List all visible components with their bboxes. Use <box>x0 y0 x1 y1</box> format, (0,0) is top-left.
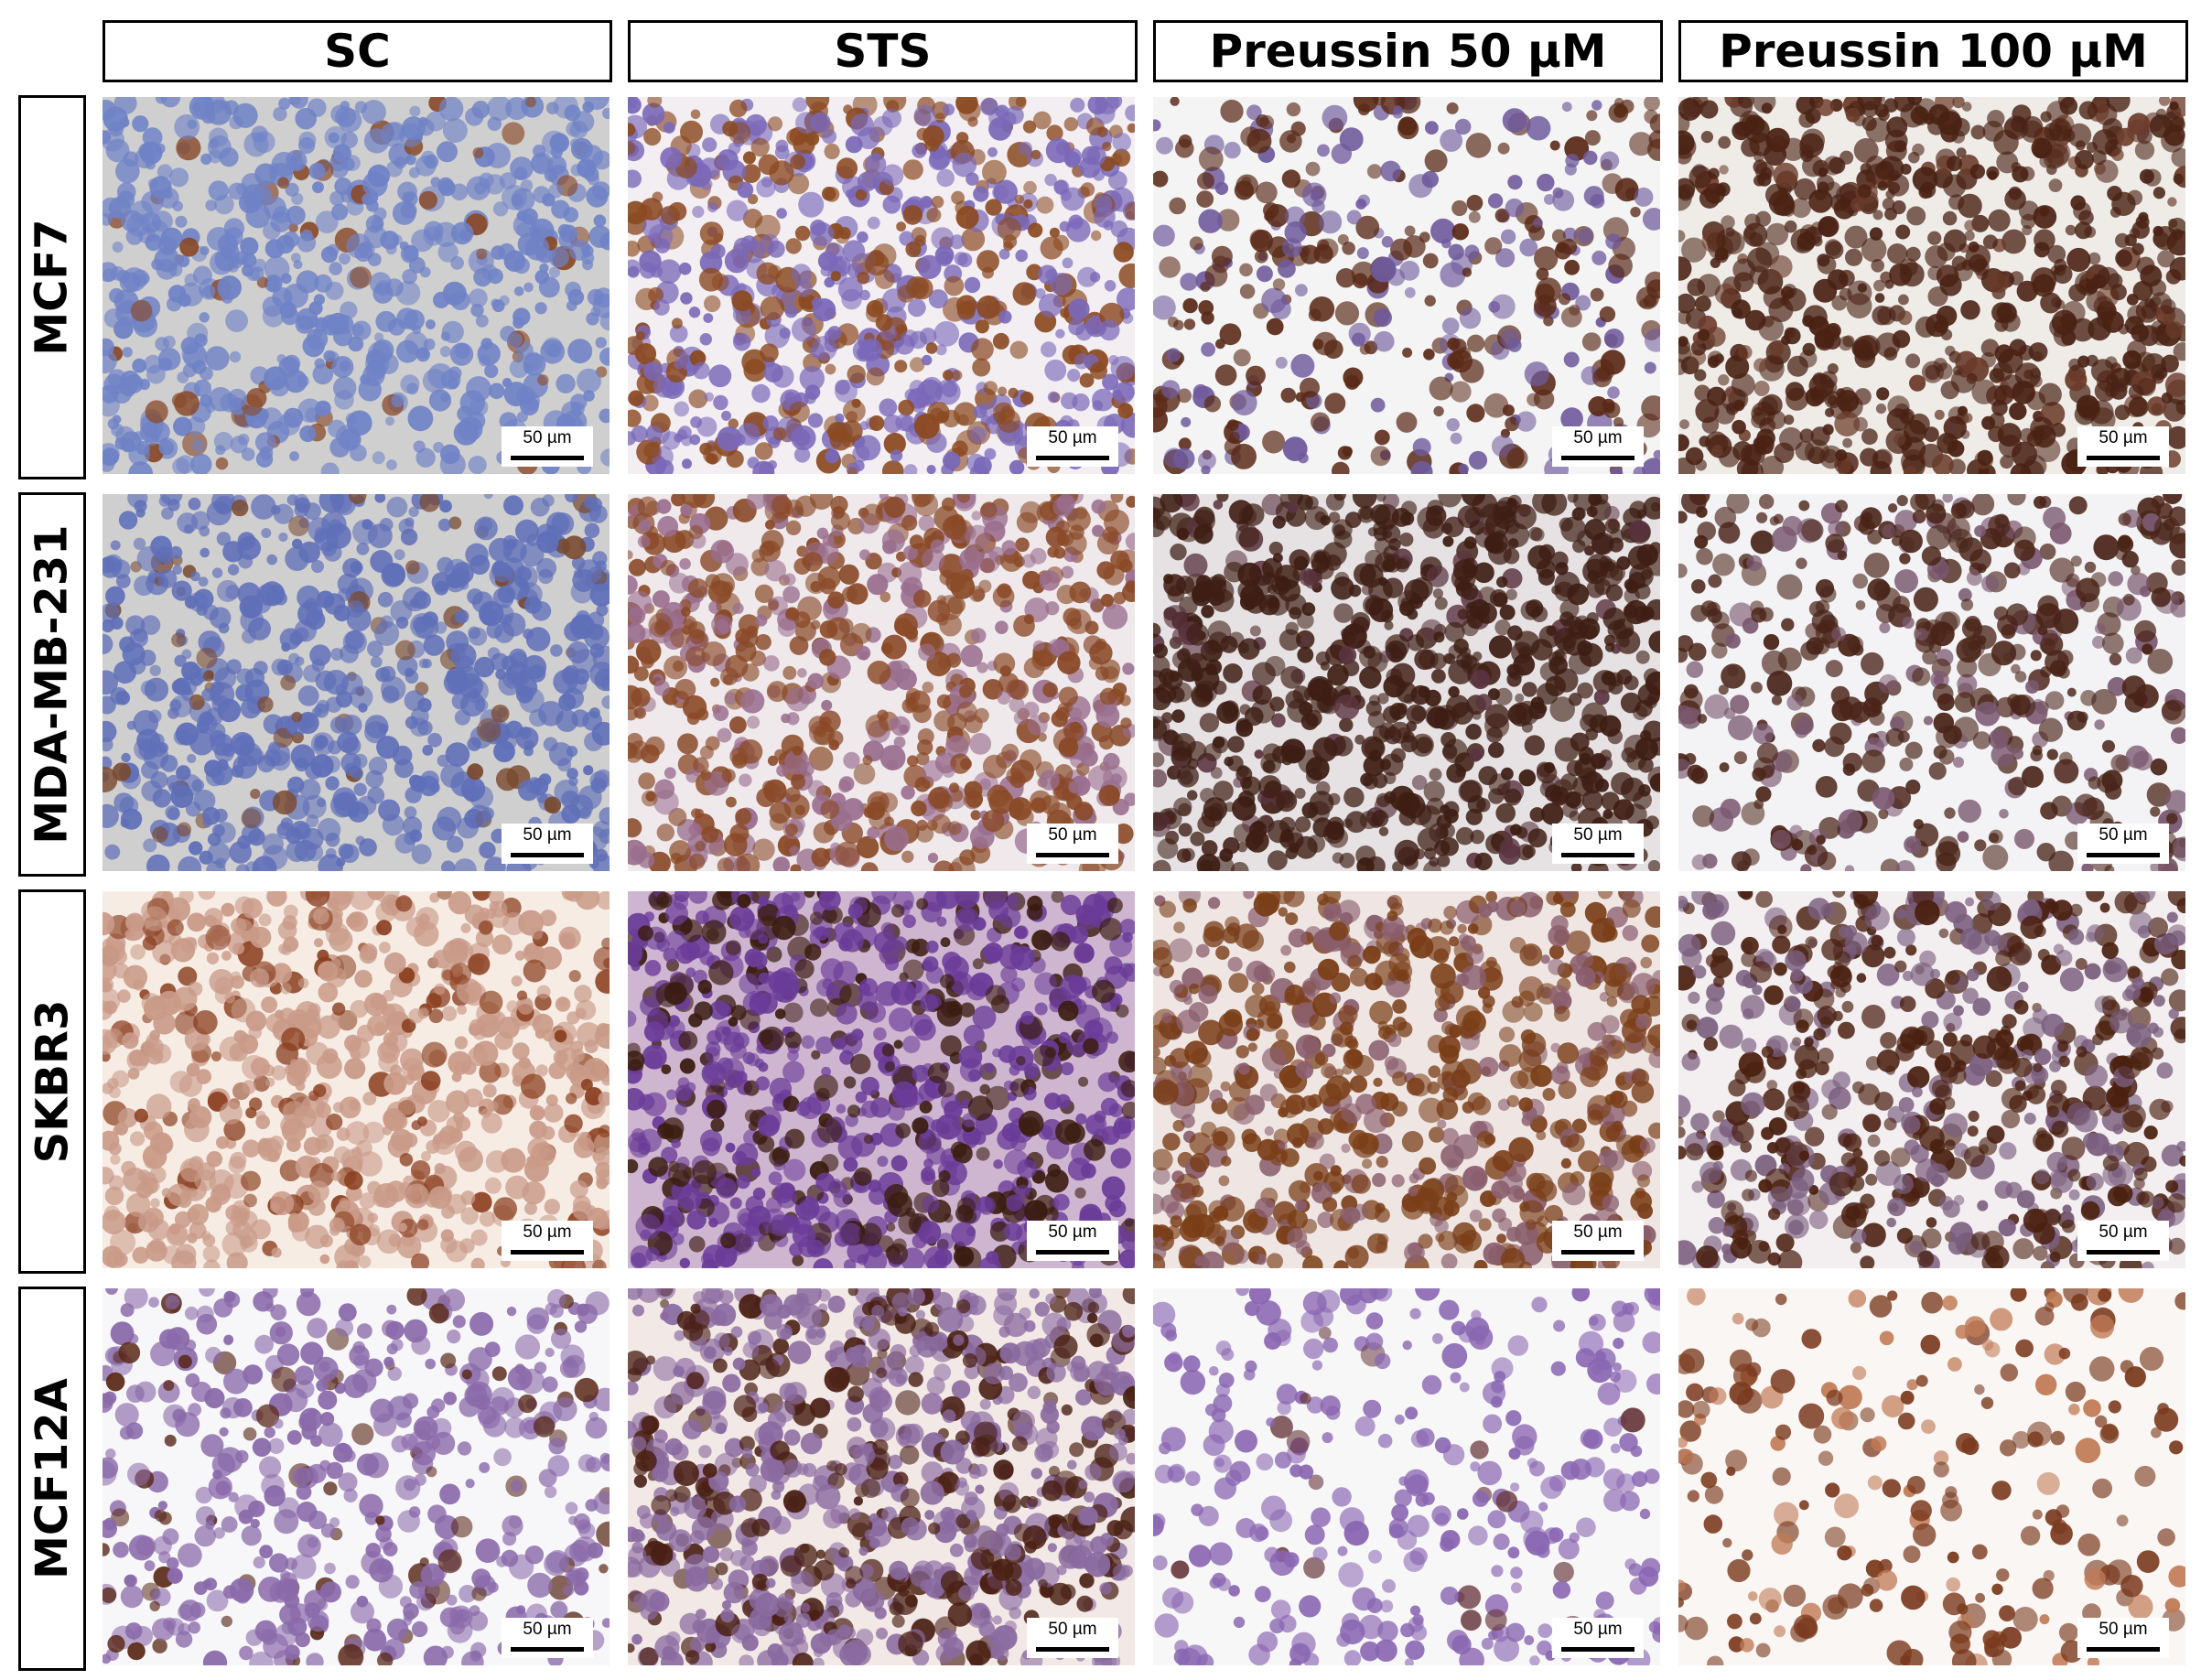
scale-bar-label: 50 µm <box>1048 428 1097 447</box>
scale-bar-line <box>1036 853 1109 857</box>
row-header-label: MCF12A <box>27 1378 79 1579</box>
cell-texture <box>1678 891 2185 1268</box>
scale-bar-label: 50 µm <box>1573 428 1623 447</box>
micrograph-skbr3-sc: 50 µm <box>102 891 610 1268</box>
scale-bar-line <box>511 1250 584 1255</box>
scale-bar-label: 50 µm <box>1573 1620 1623 1639</box>
row-header-mda-mb-231: MDA-MB-231 <box>18 492 86 877</box>
micrograph-mda-mb-231-preussin-100: 50 µm <box>1678 494 2185 871</box>
micrograph-mcf12a-preussin-50: 50 µm <box>1153 1288 1660 1665</box>
row-header-mcf7: MCF7 <box>18 95 86 479</box>
row-header-skbr3: SKBR3 <box>18 889 86 1274</box>
scale-bar-label: 50 µm <box>2099 825 2148 845</box>
scale-bar-line <box>511 1647 584 1652</box>
scale-bar-line <box>2087 1647 2160 1652</box>
scale-bar: 50 µm <box>1552 1221 1644 1261</box>
scale-bar-line <box>1036 1647 1109 1652</box>
cell-texture <box>628 97 1135 474</box>
scale-bar-label: 50 µm <box>1048 1222 1097 1242</box>
cell-texture <box>628 494 1135 871</box>
scale-bar-label: 50 µm <box>1048 1620 1097 1639</box>
micrograph-skbr3-sts: 50 µm <box>628 891 1135 1268</box>
scale-bar: 50 µm <box>502 1221 593 1261</box>
scale-bar-line <box>1036 1250 1109 1255</box>
scale-bar: 50 µm <box>1027 824 1118 864</box>
column-header-sts: STS <box>628 20 1138 82</box>
column-header-label: Preussin 50 µM <box>1209 25 1607 78</box>
cell-texture <box>1678 1288 2185 1665</box>
scale-bar-line <box>2087 456 2160 460</box>
scale-bar-label: 50 µm <box>2099 1222 2148 1242</box>
scale-bar: 50 µm <box>1552 1618 1644 1658</box>
column-header-label: Preussin 100 µM <box>1719 25 2148 78</box>
scale-bar-line <box>1561 1647 1635 1652</box>
cell-texture <box>102 97 610 474</box>
cell-texture <box>1153 97 1660 474</box>
scale-bar-line <box>2087 1250 2160 1255</box>
scale-bar-line <box>511 853 584 857</box>
micrograph-skbr3-preussin-50: 50 µm <box>1153 891 1660 1268</box>
cell-texture <box>628 891 1135 1268</box>
row-header-label: MDA-MB-231 <box>27 524 78 845</box>
scale-bar-label: 50 µm <box>523 1222 572 1242</box>
scale-bar: 50 µm <box>2077 426 2169 467</box>
micrograph-mda-mb-231-sts: 50 µm <box>628 494 1135 871</box>
scale-bar-label: 50 µm <box>523 825 572 845</box>
scale-bar: 50 µm <box>502 1618 593 1658</box>
micrograph-mcf12a-sts: 50 µm <box>628 1288 1135 1665</box>
scale-bar: 50 µm <box>2077 824 2169 864</box>
column-header-preussin-50: Preussin 50 µM <box>1153 20 1663 82</box>
micrograph-mcf7-preussin-50: 50 µm <box>1153 97 1660 474</box>
cell-texture <box>1678 97 2185 474</box>
scale-bar-label: 50 µm <box>523 1620 572 1639</box>
cell-texture <box>102 1288 610 1665</box>
cell-texture <box>102 494 610 871</box>
scale-bar: 50 µm <box>1027 1618 1118 1658</box>
scale-bar-label: 50 µm <box>2099 428 2148 447</box>
scale-bar-label: 50 µm <box>1573 825 1623 845</box>
row-header-label: SKBR3 <box>27 999 78 1164</box>
micrograph-skbr3-preussin-100: 50 µm <box>1678 891 2185 1268</box>
micrograph-mcf12a-preussin-100: 50 µm <box>1678 1288 2185 1665</box>
micrograph-mda-mb-231-sc: 50 µm <box>102 494 610 871</box>
scale-bar: 50 µm <box>2077 1221 2169 1261</box>
scale-bar-line <box>2087 853 2160 857</box>
scale-bar-label: 50 µm <box>1048 825 1097 845</box>
scale-bar: 50 µm <box>1027 426 1118 467</box>
scale-bar-line <box>1561 1250 1635 1255</box>
cell-texture <box>1153 494 1660 871</box>
cell-texture <box>628 1288 1135 1665</box>
micrograph-mcf7-preussin-100: 50 µm <box>1678 97 2185 474</box>
scale-bar-line <box>1036 456 1109 460</box>
scale-bar: 50 µm <box>1027 1221 1118 1261</box>
micrograph-mcf12a-sc: 50 µm <box>102 1288 610 1665</box>
scale-bar: 50 µm <box>1552 426 1644 467</box>
scale-bar-label: 50 µm <box>523 428 572 447</box>
column-header-label: STS <box>834 25 932 78</box>
row-header-mcf12a: MCF12A <box>18 1287 86 1671</box>
micrograph-mda-mb-231-preussin-50: 50 µm <box>1153 494 1660 871</box>
micrograph-mcf7-sc: 50 µm <box>102 97 610 474</box>
column-header-label: SC <box>324 25 391 78</box>
scale-bar-line <box>1561 853 1635 857</box>
scale-bar-line <box>1561 456 1635 460</box>
column-header-sc: SC <box>102 20 612 82</box>
cell-texture <box>1153 1288 1660 1665</box>
row-header-label: MCF7 <box>27 219 78 356</box>
scale-bar-line <box>511 456 584 460</box>
column-header-preussin-100: Preussin 100 µM <box>1678 20 2188 82</box>
scale-bar-label: 50 µm <box>2099 1620 2148 1639</box>
scale-bar: 50 µm <box>502 824 593 864</box>
cell-texture <box>102 891 610 1268</box>
scale-bar: 50 µm <box>502 426 593 467</box>
micrograph-mcf7-sts: 50 µm <box>628 97 1135 474</box>
scale-bar: 50 µm <box>1552 824 1644 864</box>
cell-texture <box>1153 891 1660 1268</box>
scale-bar-label: 50 µm <box>1573 1222 1623 1242</box>
scale-bar: 50 µm <box>2077 1618 2169 1658</box>
cell-texture <box>1678 494 2185 871</box>
